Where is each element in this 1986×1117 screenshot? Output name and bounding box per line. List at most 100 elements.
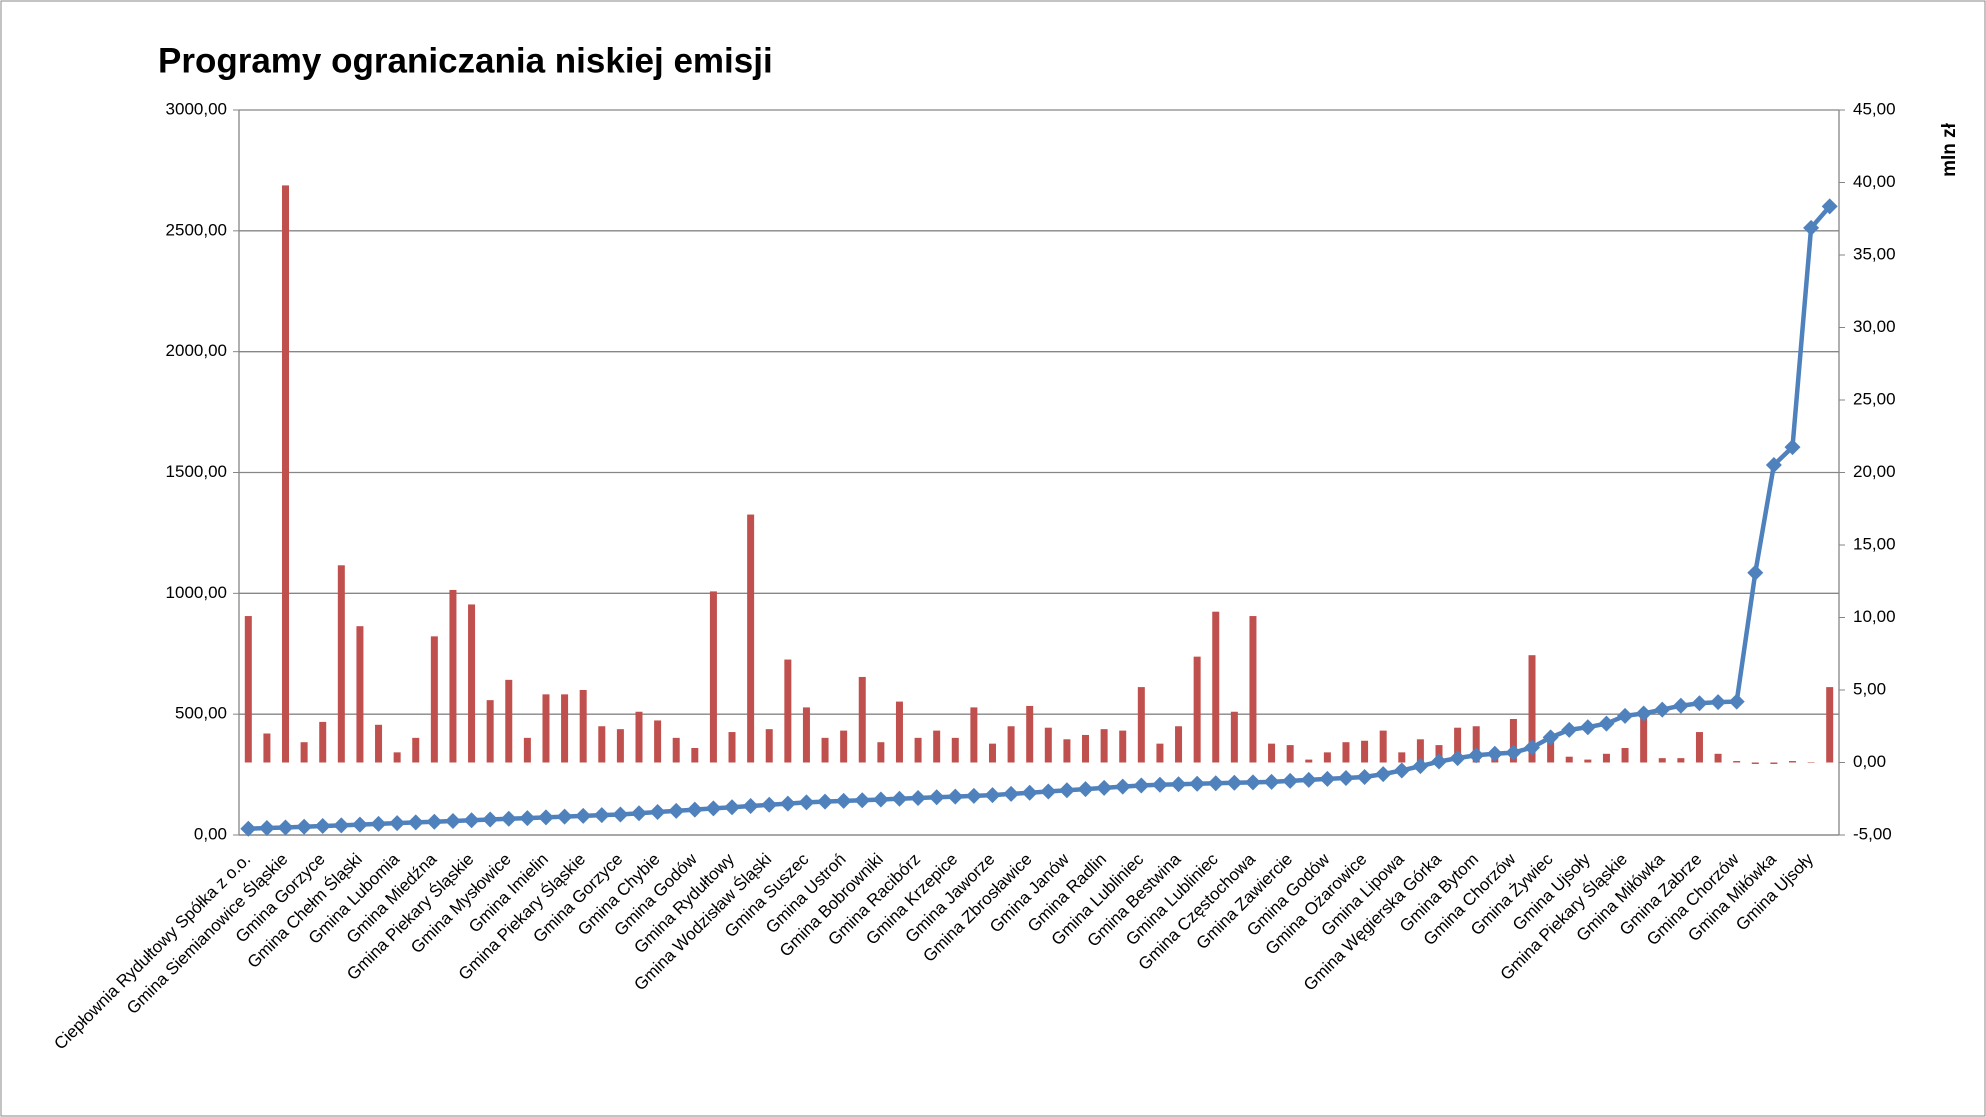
bar	[393, 752, 401, 763]
marker	[463, 812, 480, 829]
marker	[1077, 781, 1094, 798]
bar	[1249, 616, 1257, 763]
bar	[672, 737, 680, 763]
bar	[1640, 716, 1648, 763]
bar	[1268, 743, 1276, 763]
marker	[1635, 705, 1652, 722]
bar	[1733, 761, 1741, 763]
bar	[1119, 730, 1127, 763]
bar	[1454, 727, 1462, 763]
bar	[877, 742, 885, 763]
bar	[337, 565, 345, 763]
y-tick-label: 2000,00	[166, 341, 227, 360]
bar	[1658, 758, 1666, 763]
y2-tick-label: 10,00	[1853, 607, 1896, 626]
marker	[891, 790, 908, 807]
chart-title: Programy ograniczania niskiej emisji	[158, 41, 773, 80]
bar	[1230, 711, 1238, 763]
bar	[244, 616, 252, 763]
bar	[598, 726, 606, 763]
bar	[616, 729, 624, 763]
bar	[1472, 726, 1480, 763]
marker	[1710, 694, 1727, 711]
bar	[300, 742, 308, 763]
bar	[1788, 761, 1796, 763]
marker	[333, 817, 350, 834]
bar	[1305, 759, 1313, 763]
marker	[296, 818, 313, 835]
bar	[1398, 752, 1406, 763]
marker	[779, 795, 796, 812]
marker	[705, 800, 722, 817]
marker	[1505, 744, 1522, 761]
marker	[854, 792, 871, 809]
bar	[951, 737, 959, 763]
y-tick-label: 1500,00	[166, 462, 227, 481]
marker	[1747, 564, 1764, 581]
bar	[970, 707, 978, 763]
marker	[556, 808, 573, 825]
marker	[1579, 719, 1596, 736]
marker	[928, 789, 945, 806]
bar	[1323, 752, 1331, 763]
marker	[1821, 198, 1838, 215]
marker	[1040, 783, 1057, 800]
marker	[686, 801, 703, 818]
marker	[1021, 784, 1038, 801]
marker	[1003, 785, 1020, 802]
y2-tick-label: 35,00	[1853, 244, 1896, 263]
marker	[742, 798, 759, 814]
y2-tick-label: 45,00	[1853, 99, 1896, 118]
bar	[1156, 743, 1164, 763]
y2-tick-label: 20,00	[1853, 462, 1896, 481]
marker	[277, 819, 294, 836]
marker	[1319, 770, 1336, 787]
bar	[523, 737, 531, 763]
marker	[444, 812, 461, 829]
bar	[1026, 705, 1034, 763]
bar	[1584, 759, 1592, 763]
marker	[519, 810, 536, 827]
y-tick-label: 0,00	[194, 824, 227, 843]
y-tick-label: 3000,00	[166, 99, 227, 118]
bar	[1695, 732, 1703, 763]
bar	[1677, 758, 1685, 763]
marker	[668, 802, 685, 819]
marker	[1133, 777, 1150, 794]
y2-tick-label: 40,00	[1853, 172, 1896, 191]
bar	[1528, 655, 1536, 763]
marker	[1803, 219, 1820, 236]
y-tick-label: 1000,00	[166, 583, 227, 602]
bar	[1212, 611, 1220, 763]
bar	[654, 720, 662, 763]
bar	[579, 690, 587, 763]
marker	[593, 807, 610, 824]
bar	[1547, 740, 1555, 763]
marker	[1244, 774, 1261, 791]
bar	[449, 589, 457, 763]
marker	[1170, 776, 1187, 793]
bar	[505, 679, 513, 763]
marker	[1691, 695, 1708, 712]
bar	[1807, 762, 1815, 763]
marker	[1561, 721, 1578, 738]
bar	[709, 591, 717, 763]
bar	[933, 730, 941, 763]
marker	[370, 815, 387, 832]
marker	[575, 807, 592, 824]
bar	[747, 514, 755, 763]
marker	[798, 794, 815, 811]
bar	[1826, 687, 1834, 763]
marker	[1226, 774, 1243, 791]
marker	[1096, 779, 1113, 796]
marker	[631, 805, 647, 822]
bar	[1509, 719, 1517, 763]
marker	[482, 811, 499, 828]
bar	[1751, 762, 1759, 764]
marker	[500, 810, 517, 827]
marker	[1300, 771, 1317, 788]
bar	[430, 636, 438, 763]
bar	[375, 724, 383, 763]
bar	[319, 721, 327, 763]
marker	[1598, 715, 1615, 732]
